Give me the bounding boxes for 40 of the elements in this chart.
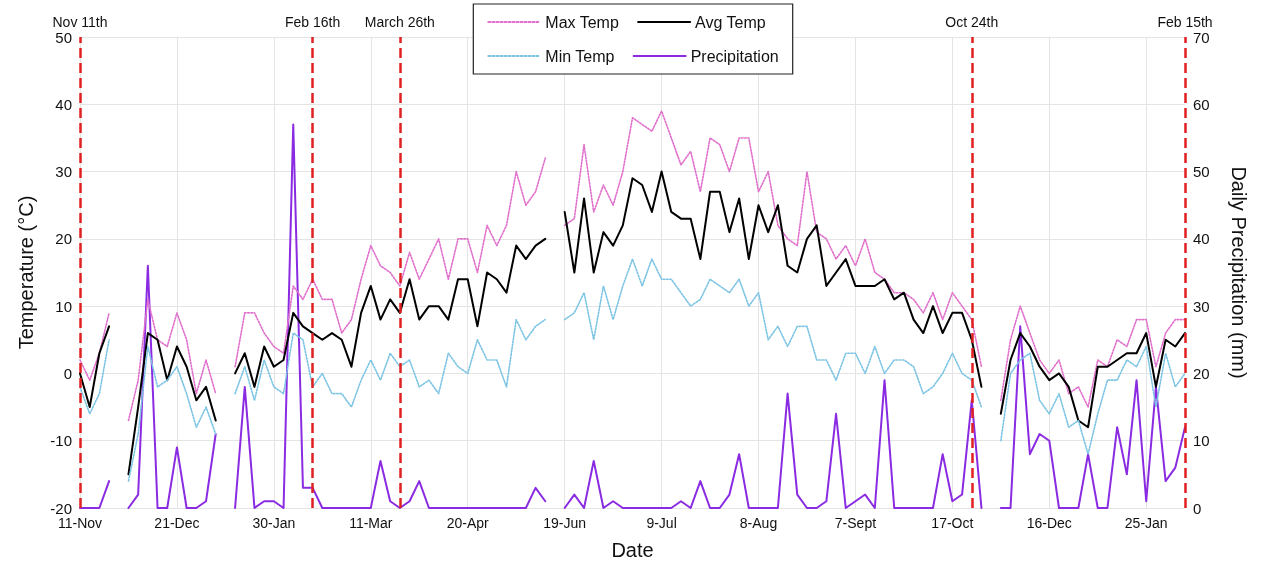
x-tick-label: 20-Apr [446, 515, 490, 531]
y2-axis-title: Daily Precipitation (mm) [1228, 166, 1250, 379]
legend-label: Precipitation [690, 47, 779, 65]
text: Feb 16th [285, 14, 341, 30]
y-tick-label: 50 [55, 28, 72, 46]
x-tick-label: 8-Aug [739, 515, 778, 531]
legend-label: Max Temp [545, 13, 619, 31]
y2-tick-label: 40 [1193, 230, 1210, 248]
y2-tick-label: 20 [1193, 364, 1210, 382]
x-tick-label: 25-Jan [1124, 515, 1168, 531]
y-axis-title: Temperature (°C) [15, 195, 37, 350]
y-tick-label: 0 [63, 364, 72, 382]
x-tick-label: 17-Oct [931, 515, 974, 531]
y2-tick-label: 0 [1193, 499, 1202, 517]
legend-label: Avg Temp [695, 13, 766, 31]
legend-label: Min Temp [545, 47, 615, 65]
text: Oct 24th [945, 14, 999, 30]
x-tick-label: 19-Jun [543, 515, 587, 531]
x-tick-label: 30-Jan [252, 515, 296, 531]
x-tick-label: 11-Mar [349, 515, 393, 531]
text: Nov 11th [52, 14, 108, 30]
x-tick-label: 7-Sept [834, 515, 877, 531]
text: Feb 15th [1157, 14, 1213, 30]
x-tick-label: 9-Jul [646, 515, 677, 531]
x-axis-title: Date [611, 539, 654, 561]
x-tick-label: 21-Dec [154, 515, 200, 531]
y-tick-label: -10 [50, 432, 72, 450]
y-tick-label: 40 [55, 95, 72, 113]
y-tick-label: -20 [50, 499, 72, 517]
y2-tick-label: 30 [1193, 297, 1210, 315]
y2-tick-label: 70 [1193, 28, 1210, 46]
y2-tick-label: 60 [1193, 95, 1210, 113]
y-tick-label: 30 [55, 163, 72, 181]
y-tick-label: 20 [55, 230, 72, 248]
y-tick-label: 10 [55, 297, 72, 315]
y2-tick-label: 10 [1193, 432, 1210, 450]
y2-tick-label: 50 [1193, 163, 1210, 181]
text: March 26th [364, 14, 435, 30]
x-tick-label: 16-Dec [1026, 515, 1072, 531]
x-tick-label: 11-Nov [57, 515, 103, 531]
